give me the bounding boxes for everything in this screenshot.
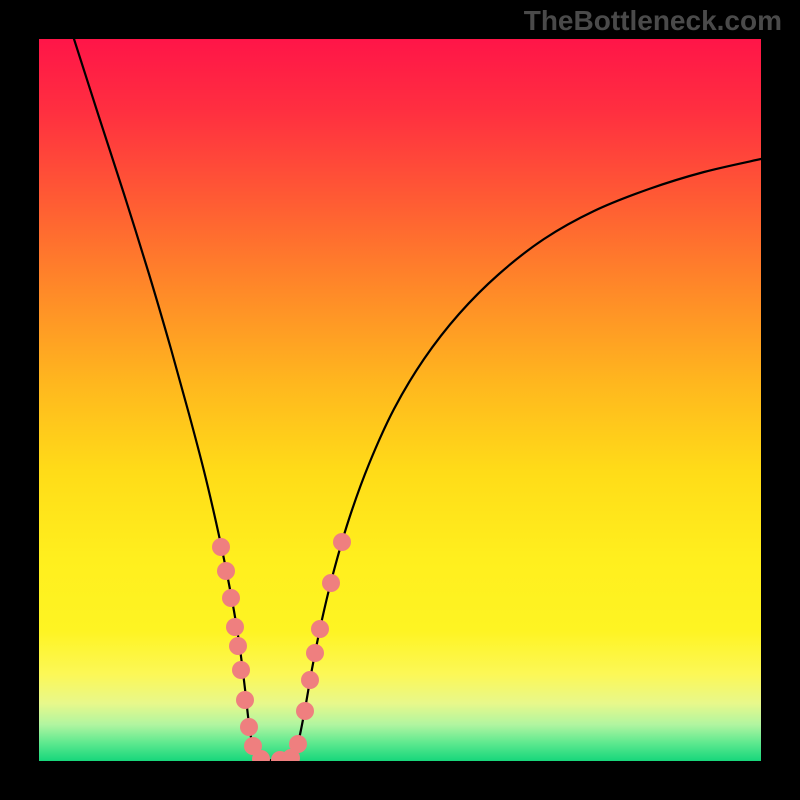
data-point: [232, 661, 250, 679]
watermark-text: TheBottleneck.com: [524, 5, 782, 37]
bottleneck-chart: [0, 0, 800, 800]
data-point: [311, 620, 329, 638]
data-point: [236, 691, 254, 709]
data-point: [212, 538, 230, 556]
data-point: [240, 718, 258, 736]
data-point: [222, 589, 240, 607]
data-point: [296, 702, 314, 720]
data-point: [333, 533, 351, 551]
data-point: [217, 562, 235, 580]
data-point: [226, 618, 244, 636]
data-point: [322, 574, 340, 592]
data-point: [301, 671, 319, 689]
data-point: [229, 637, 247, 655]
data-point: [306, 644, 324, 662]
plot-area: [39, 39, 761, 769]
data-point: [289, 735, 307, 753]
